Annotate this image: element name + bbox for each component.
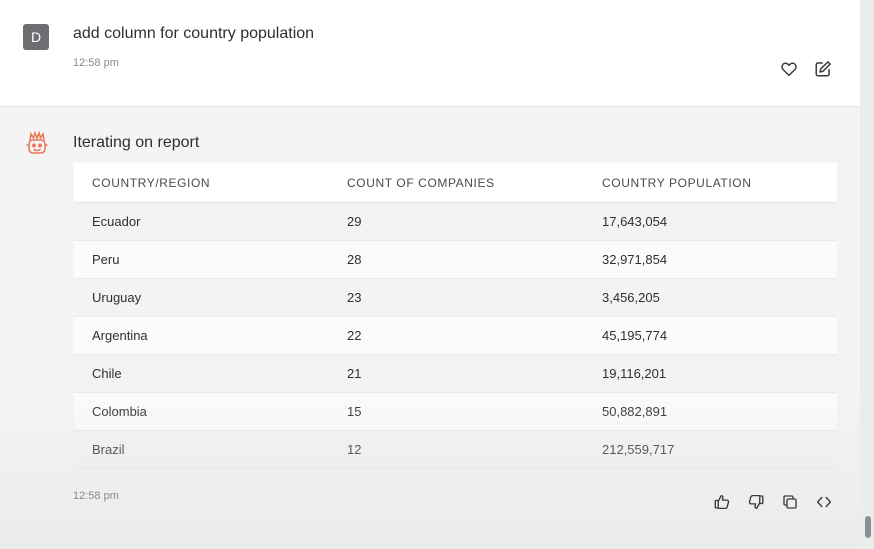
cell-count: 23 [329, 278, 584, 317]
table-row: Ecuador 29 17,643,054 [74, 202, 837, 241]
cell-country: Argentina [74, 316, 329, 355]
scrollbar-track[interactable] [860, 0, 874, 549]
code-icon[interactable] [813, 491, 835, 513]
column-header-country-region[interactable]: COUNTRY/REGION [74, 163, 329, 203]
table-row: Peru 28 32,971,854 [74, 240, 837, 279]
user-avatar: D [23, 24, 49, 50]
column-header-country-population[interactable]: COUNTRY POPULATION [584, 163, 837, 203]
heart-icon[interactable] [778, 58, 800, 80]
table-row: Argentina 22 45,195,774 [74, 316, 837, 355]
column-header-count-of-companies[interactable]: COUNT OF COMPANIES [329, 163, 584, 203]
cell-country: Brazil [74, 430, 329, 469]
cell-population: 17,643,054 [584, 202, 837, 241]
table-header-row: COUNTRY/REGION COUNT OF COMPANIES COUNTR… [74, 163, 837, 203]
cell-population: 19,116,201 [584, 354, 837, 393]
cell-count: 12 [329, 430, 584, 469]
user-message: D add column for country population 12:5… [0, 0, 860, 107]
table-row: Colombia 15 50,882,891 [74, 392, 837, 431]
table-row: Chile 21 19,116,201 [74, 354, 837, 393]
user-message-text: add column for country population [73, 25, 315, 42]
cell-country: Uruguay [74, 278, 329, 317]
cell-population: 3,456,205 [584, 278, 837, 317]
thumbs-up-icon[interactable] [711, 491, 733, 513]
cell-country: Peru [74, 240, 329, 279]
cell-country: Ecuador [74, 202, 329, 241]
cell-population: 32,971,854 [584, 240, 837, 279]
cell-count: 29 [329, 202, 584, 241]
cell-count: 21 [329, 354, 584, 393]
cell-count: 15 [329, 392, 584, 431]
user-message-timestamp: 12:58 pm [73, 57, 119, 69]
cell-country: Colombia [74, 392, 329, 431]
cell-population: 45,195,774 [584, 316, 837, 355]
scrollbar-thumb[interactable] [865, 516, 871, 538]
thumbs-down-icon[interactable] [745, 491, 767, 513]
table-row: Brazil 12 212,559,717 [74, 430, 837, 469]
report-table: COUNTRY/REGION COUNT OF COMPANIES COUNTR… [74, 163, 837, 469]
cell-count: 22 [329, 316, 584, 355]
copy-icon[interactable] [779, 491, 801, 513]
cell-count: 28 [329, 240, 584, 279]
cell-country: Chile [74, 354, 329, 393]
pencil-square-icon[interactable] [812, 58, 834, 80]
robot-face-icon [23, 130, 51, 158]
cell-population: 212,559,717 [584, 430, 837, 469]
bot-message-title: Iterating on report [73, 134, 200, 151]
bot-message-timestamp: 12:58 pm [73, 490, 119, 502]
table-row: Uruguay 23 3,456,205 [74, 278, 837, 317]
cell-population: 50,882,891 [584, 392, 837, 431]
